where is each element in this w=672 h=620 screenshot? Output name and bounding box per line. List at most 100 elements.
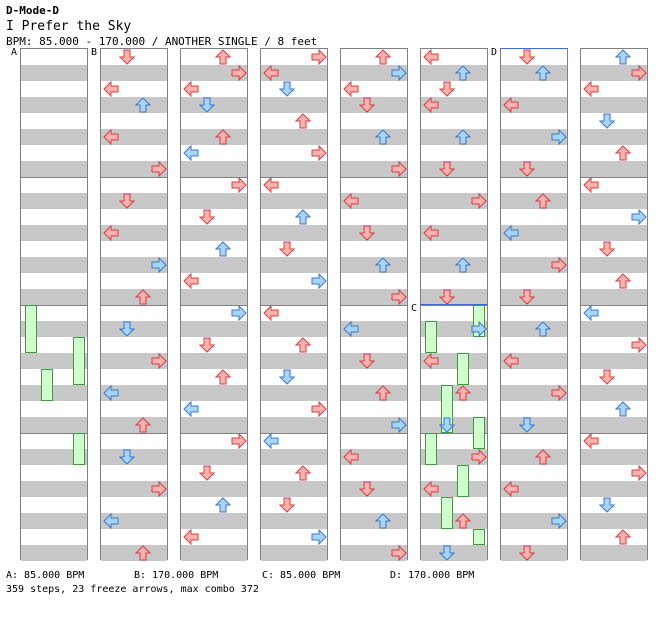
freeze-arrow — [73, 337, 85, 385]
arrow-right-icon — [311, 49, 327, 65]
beat-stripe — [181, 65, 247, 81]
measure-line — [101, 305, 167, 306]
arrow-left-icon — [263, 65, 279, 81]
measure-line — [21, 433, 87, 434]
measure-line — [501, 177, 567, 178]
arrow-right-icon — [231, 433, 247, 449]
arrow-left-icon — [503, 225, 519, 241]
beat-stripe — [581, 193, 647, 209]
arrow-right-icon — [311, 529, 327, 545]
arrow-left-icon — [343, 321, 359, 337]
beat-stripe — [21, 225, 87, 241]
beat-stripe — [101, 513, 167, 529]
arrow-down-icon — [359, 225, 375, 241]
beat-stripe — [341, 513, 407, 529]
arrow-left-icon — [423, 97, 439, 113]
arrow-right-icon — [391, 545, 407, 561]
bpm-change-marker: B — [91, 47, 98, 58]
chart-column — [260, 48, 328, 561]
beat-stripe — [501, 353, 567, 369]
arrow-left-icon — [583, 433, 599, 449]
arrow-down-icon — [599, 241, 615, 257]
beat-stripe — [261, 193, 327, 209]
arrow-left-icon — [423, 49, 439, 65]
beat-stripe — [101, 385, 167, 401]
arrow-up-icon — [535, 321, 551, 337]
measure-line — [501, 305, 567, 306]
arrow-up-icon — [375, 513, 391, 529]
measure-line — [421, 433, 487, 434]
beat-stripe — [341, 417, 407, 433]
beat-stripe — [261, 385, 327, 401]
arrow-right-icon — [231, 177, 247, 193]
arrow-up-icon — [215, 129, 231, 145]
measure-line — [421, 305, 487, 306]
arrow-right-icon — [231, 65, 247, 81]
measure-line — [581, 177, 647, 178]
beat-stripe — [101, 129, 167, 145]
beat-stripe — [501, 257, 567, 273]
freeze-arrow — [473, 417, 485, 449]
measure-line — [181, 177, 247, 178]
arrow-left-icon — [343, 81, 359, 97]
arrow-left-icon — [103, 513, 119, 529]
arrow-up-icon — [215, 369, 231, 385]
chart-stats: 359 steps, 23 freeze arrows, max combo 3… — [6, 584, 259, 595]
beat-stripe — [181, 417, 247, 433]
arrow-right-icon — [231, 305, 247, 321]
arrow-down-icon — [119, 49, 135, 65]
arrow-up-icon — [215, 49, 231, 65]
chart-column — [180, 48, 248, 561]
beat-stripe — [421, 513, 487, 529]
arrow-right-icon — [311, 145, 327, 161]
beat-stripe — [261, 449, 327, 465]
beat-stripe — [101, 225, 167, 241]
beat-stripe — [501, 449, 567, 465]
arrow-up-icon — [215, 241, 231, 257]
beat-stripe — [21, 65, 87, 81]
beat-stripe — [181, 161, 247, 177]
beat-stripe — [421, 129, 487, 145]
beat-stripe — [421, 193, 487, 209]
beat-stripe — [101, 289, 167, 305]
beat-stripe — [341, 257, 407, 273]
beat-stripe — [581, 257, 647, 273]
beat-stripe — [261, 65, 327, 81]
arrow-right-icon — [471, 321, 487, 337]
arrow-up-icon — [615, 529, 631, 545]
arrow-down-icon — [439, 545, 455, 561]
arrow-down-icon — [599, 369, 615, 385]
arrow-right-icon — [471, 449, 487, 465]
beat-stripe — [421, 321, 487, 337]
arrow-right-icon — [391, 289, 407, 305]
beat-stripe — [261, 417, 327, 433]
arrow-down-icon — [599, 497, 615, 513]
arrow-right-icon — [551, 385, 567, 401]
measure-line — [21, 177, 87, 178]
beat-stripe — [181, 193, 247, 209]
beat-stripe — [581, 97, 647, 113]
arrow-up-icon — [535, 193, 551, 209]
arrow-up-icon — [295, 337, 311, 353]
freeze-arrow — [73, 433, 85, 465]
beat-stripe — [341, 193, 407, 209]
beat-stripe — [501, 225, 567, 241]
arrow-right-icon — [631, 209, 647, 225]
arrow-up-icon — [295, 465, 311, 481]
arrow-left-icon — [103, 385, 119, 401]
arrow-down-icon — [279, 241, 295, 257]
freeze-arrow — [473, 529, 485, 545]
beat-stripe — [101, 257, 167, 273]
bpm-legend-b: B: 170.000 BPM — [134, 570, 219, 581]
beat-stripe — [581, 513, 647, 529]
beat-stripe — [341, 161, 407, 177]
beat-stripe — [261, 129, 327, 145]
beat-stripe — [341, 385, 407, 401]
arrow-up-icon — [615, 145, 631, 161]
freeze-arrow — [25, 305, 37, 353]
beat-stripe — [261, 289, 327, 305]
arrow-down-icon — [439, 417, 455, 433]
arrow-down-icon — [519, 161, 535, 177]
arrow-right-icon — [631, 65, 647, 81]
arrow-right-icon — [471, 193, 487, 209]
